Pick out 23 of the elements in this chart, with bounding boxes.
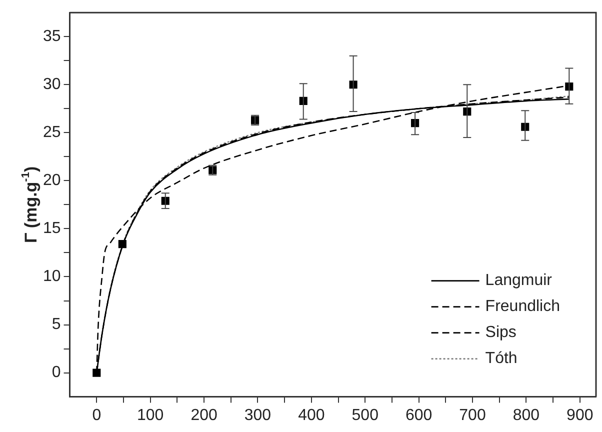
y-tick-label: 15	[43, 220, 61, 238]
x-tick-label: 0	[92, 406, 102, 424]
x-tick-label: 100	[136, 406, 164, 424]
y-tick-label: 20	[43, 172, 61, 190]
x-tick-label: 300	[244, 406, 272, 424]
y-tick-label: 10	[43, 268, 61, 286]
x-tick-label: 900	[566, 406, 594, 424]
x-tick-label: 500	[352, 406, 379, 424]
y-tick-label: 25	[43, 124, 61, 142]
legend-label: Langmuir	[485, 272, 553, 290]
legend-label: Freundlich	[485, 298, 560, 316]
legend-label: Tóth	[485, 350, 518, 368]
y-axis-title: Γ (mg.g-1)	[20, 166, 41, 244]
x-tick-label: 400	[298, 406, 325, 424]
x-tick-label: 200	[190, 406, 218, 424]
x-tick-label: 700	[459, 406, 486, 424]
x-tick-label: 600	[405, 406, 432, 424]
y-tick-label: 5	[52, 316, 61, 334]
legend-label: Sips	[485, 324, 516, 342]
x-tick-label: 800	[512, 406, 540, 424]
y-tick-label: 35	[43, 28, 61, 46]
y-tick-label: 30	[43, 76, 61, 94]
y-tick-label: 0	[52, 364, 61, 382]
